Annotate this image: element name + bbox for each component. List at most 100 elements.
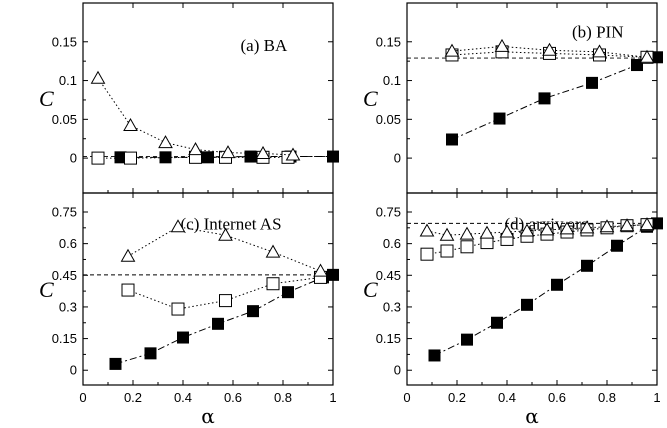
data-point-filled-square bbox=[461, 333, 473, 346]
data-point-filled-square bbox=[551, 278, 563, 291]
data-point-open-triangle bbox=[158, 135, 173, 149]
x-tick-label: 0.2 bbox=[448, 390, 466, 405]
data-point-filled-square bbox=[521, 298, 533, 311]
panel-4: 00.150.30.450.60.750 0.2 0.4 0.6 0.8 1Cα(d) a… bbox=[363, 192, 663, 428]
y-tick-label: 0.1 bbox=[59, 73, 77, 88]
data-point-open-square bbox=[266, 277, 280, 291]
x-tick-label: 0.2 bbox=[124, 390, 142, 405]
data-point-open-triangle bbox=[639, 217, 655, 231]
data-point-open-triangle bbox=[419, 223, 435, 237]
data-point-open-square bbox=[91, 151, 105, 165]
data-point-filled-square bbox=[244, 150, 257, 163]
data-point-filled-square bbox=[202, 151, 214, 164]
data-point-open-triangle bbox=[639, 49, 655, 63]
data-point-filled-square bbox=[109, 357, 122, 370]
series-line-filled-square bbox=[451, 56, 658, 140]
x-tick-label: 0.4 bbox=[174, 390, 192, 405]
y-tick-label: 0.1 bbox=[383, 73, 401, 88]
data-point-open-triangle bbox=[313, 263, 328, 277]
panel-2: 0 0.05 0.1 0.15 C (b) PIN bbox=[363, 2, 663, 194]
data-point-open-square bbox=[440, 244, 454, 258]
x-tick-label: 0 bbox=[403, 390, 410, 405]
x-axis-label: α bbox=[201, 404, 215, 428]
data-point-filled-square bbox=[491, 316, 503, 329]
data-point-open-triangle bbox=[218, 227, 233, 241]
y-tick-label: 0.05 bbox=[376, 112, 401, 127]
data-point-filled-square bbox=[586, 76, 598, 89]
y-tick-label: 0.45 bbox=[376, 268, 401, 283]
x-tick-label: 1 bbox=[653, 390, 660, 405]
data-point-open-triangle bbox=[519, 223, 535, 237]
y-axis-label: C bbox=[39, 86, 54, 111]
data-point-open-triangle bbox=[444, 43, 460, 57]
data-point-filled-square bbox=[631, 59, 643, 72]
x-tick-label: 0.4 bbox=[498, 390, 516, 405]
panel-3: 0 0.15 0.3 0.45 0.6 0.75 0 0.2 0.4 0.6 0.8 1 Cα (c) I… bbox=[39, 192, 339, 428]
data-point-filled-square bbox=[446, 133, 458, 146]
y-tick-label: 0.15 bbox=[376, 34, 401, 49]
y-tick-label: 0.75 bbox=[52, 204, 77, 219]
plot-frame bbox=[82, 2, 334, 194]
y-tick-label: 0 bbox=[70, 151, 77, 166]
x-tick-label: 0 bbox=[79, 390, 86, 405]
data-point-open-square bbox=[121, 283, 135, 297]
data-point-open-triangle bbox=[592, 44, 607, 58]
y-tick-label: 0.6 bbox=[59, 236, 77, 251]
data-point-open-triangle bbox=[120, 248, 136, 262]
data-point-open-triangle bbox=[188, 142, 203, 156]
x-axis-label: α bbox=[525, 404, 539, 428]
data-point-open-triangle bbox=[255, 145, 271, 159]
y-tick-label: 0.05 bbox=[52, 112, 77, 127]
data-point-filled-square bbox=[144, 347, 157, 360]
y-tick-label: 0.75 bbox=[376, 204, 401, 219]
data-point-filled-square bbox=[611, 239, 623, 252]
data-point-open-triangle bbox=[123, 118, 138, 132]
series-line-open-square bbox=[127, 276, 321, 310]
data-point-filled-square bbox=[327, 150, 339, 163]
x-tick-label: 0.8 bbox=[598, 390, 616, 405]
data-point-filled-square bbox=[538, 92, 551, 105]
x-tick-label: 1 bbox=[329, 390, 336, 405]
data-point-open-triangle bbox=[459, 226, 475, 240]
y-tick-label: 0 bbox=[70, 363, 77, 378]
data-point-open-triangle bbox=[285, 147, 301, 161]
panel-label: (b) PIN bbox=[572, 23, 623, 42]
panel-1: 0 0.05 0.1 0.15 C (a) BA bbox=[39, 2, 339, 194]
x-tick-label: 0.6 bbox=[224, 390, 242, 405]
y-tick-label: 0.15 bbox=[52, 331, 77, 346]
y-tick-label: 0.6 bbox=[383, 236, 401, 251]
data-point-open-triangle bbox=[90, 70, 106, 84]
data-point-open-triangle bbox=[542, 42, 557, 56]
data-point-filled-square bbox=[282, 286, 294, 299]
data-point-filled-square bbox=[493, 112, 506, 125]
panel-label: (c) Internet AS bbox=[181, 215, 282, 234]
data-point-filled-square bbox=[327, 268, 339, 281]
data-point-filled-square bbox=[247, 305, 259, 318]
data-point-open-triangle bbox=[220, 145, 236, 159]
y-tick-label: 0.15 bbox=[52, 34, 77, 49]
data-point-filled-square bbox=[428, 349, 441, 362]
data-point-filled-square bbox=[651, 217, 663, 230]
data-point-open-triangle bbox=[599, 219, 615, 233]
data-point-filled-square bbox=[114, 151, 127, 164]
data-point-filled-square bbox=[581, 259, 593, 272]
data-point-open-square bbox=[124, 151, 137, 165]
data-point-open-triangle bbox=[170, 219, 186, 233]
x-tick-label: 0.8 bbox=[274, 390, 292, 405]
data-point-open-triangle bbox=[479, 225, 495, 239]
data-point-open-square bbox=[171, 302, 185, 316]
data-point-open-triangle bbox=[559, 221, 575, 235]
data-point-filled-square bbox=[212, 317, 224, 330]
y-tick-label: 0 bbox=[394, 151, 401, 166]
y-tick-label: 0.3 bbox=[383, 299, 401, 314]
data-point-open-triangle bbox=[539, 222, 555, 236]
data-point-open-triangle bbox=[579, 220, 595, 234]
data-point-open-square bbox=[219, 294, 232, 308]
y-tick-label: 0.3 bbox=[59, 299, 77, 314]
series-line-open-square bbox=[451, 51, 648, 58]
y-axis-label: C bbox=[39, 277, 54, 302]
data-point-open-triangle bbox=[265, 244, 281, 258]
data-point-open-triangle bbox=[494, 38, 510, 52]
y-tick-label: 0 bbox=[394, 363, 401, 378]
panel-label: (a) BA bbox=[241, 36, 288, 55]
